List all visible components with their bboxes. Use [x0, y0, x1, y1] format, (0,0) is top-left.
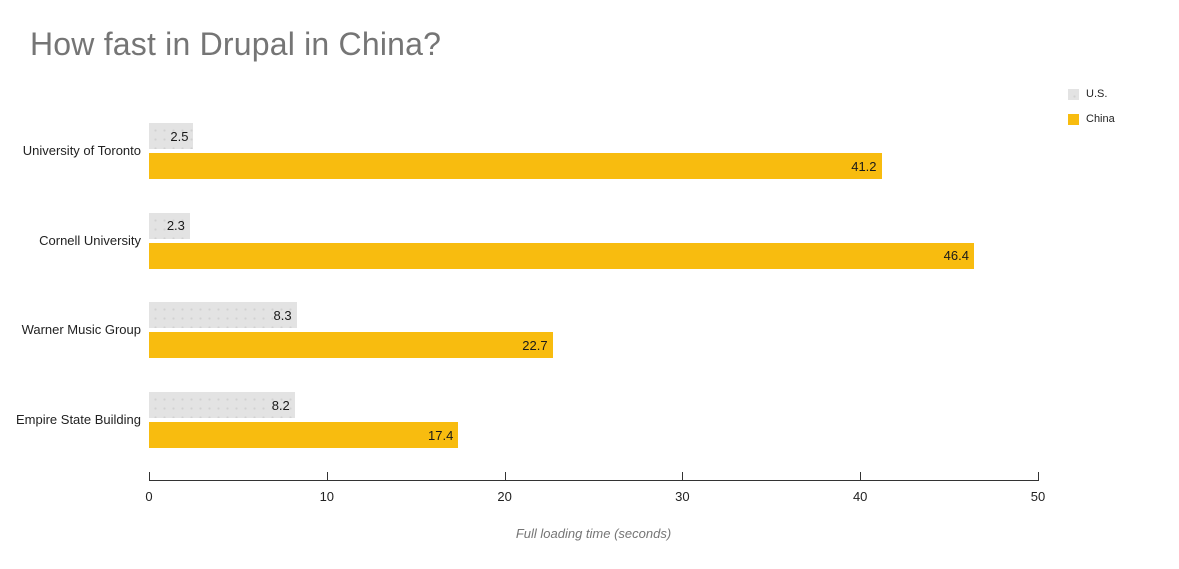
x-axis-tick-label: 50 — [1030, 489, 1046, 504]
x-axis-tick-label: 0 — [145, 489, 153, 504]
x-axis-tick — [682, 472, 684, 480]
bar-value-label: 17.4 — [428, 427, 454, 443]
category-label: University of Toronto — [22, 143, 141, 158]
x-axis-tick-label: 20 — [497, 489, 512, 504]
x-axis-tick-label: 40 — [852, 489, 868, 504]
bar-china: 46.4 — [149, 242, 974, 269]
legend-label: U.S. — [1086, 88, 1108, 100]
category-label: Empire State Building — [15, 412, 141, 427]
legend-label: China — [1086, 113, 1115, 125]
legend-swatch-u-s — [1068, 89, 1079, 100]
bar-value-label: 8.2 — [271, 397, 290, 413]
bar-u-s: 2.5 — [149, 123, 194, 149]
bar-value-label: 41.2 — [851, 158, 877, 174]
bar-china: 17.4 — [149, 422, 459, 448]
x-axis-title: Full loading time (seconds) — [515, 526, 672, 541]
bar-u-s: 8.3 — [149, 302, 297, 329]
bar-value-label: 2.5 — [170, 128, 189, 144]
category-label: Cornell University — [39, 232, 141, 248]
bar-value-label: 8.3 — [273, 307, 292, 323]
chart-title: How fast in Drupal in China? — [30, 26, 442, 62]
x-axis-tick — [504, 472, 506, 480]
category-label: Warner Music Group — [21, 322, 141, 338]
x-axis-tick — [860, 472, 862, 480]
bar-u-s: 2.3 — [149, 212, 190, 239]
x-axis-tick — [149, 472, 150, 480]
x-axis-tick — [1038, 472, 1039, 480]
x-axis-tick — [326, 472, 328, 480]
bar-china: 22.7 — [149, 332, 553, 359]
legend-swatch-china — [1068, 114, 1079, 125]
bar-u-s: 8.2 — [149, 392, 295, 418]
bar-value-label: 2.3 — [166, 218, 185, 234]
x-axis-tick-label: 10 — [319, 489, 335, 504]
x-axis-line — [149, 480, 1039, 481]
bar-value-label: 46.4 — [943, 248, 969, 264]
x-axis-tick-label: 30 — [675, 489, 690, 504]
bar-china: 41.2 — [149, 153, 882, 179]
bar-value-label: 22.7 — [522, 337, 548, 353]
